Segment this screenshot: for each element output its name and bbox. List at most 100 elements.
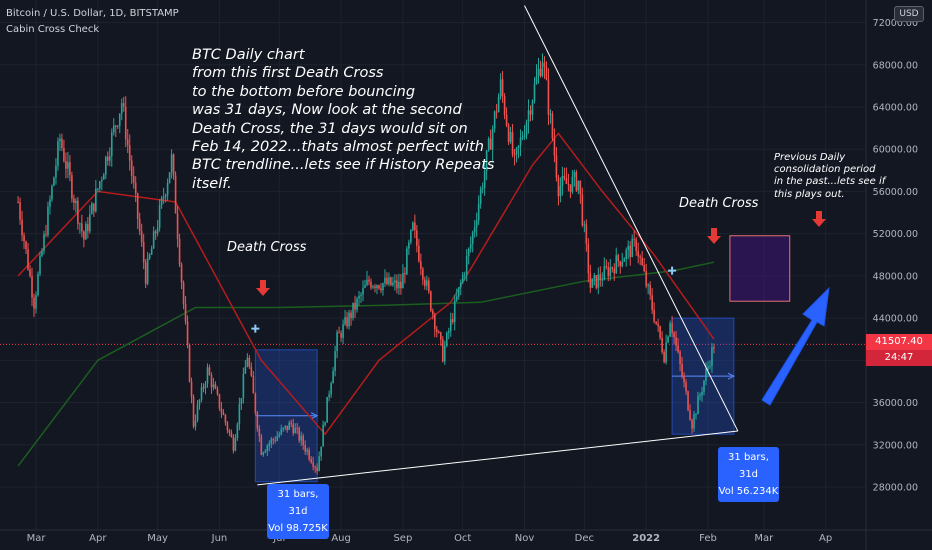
candle-body [118, 113, 121, 126]
candle-body [491, 128, 494, 150]
candle-body [597, 274, 600, 288]
price-axis: 28000.0032000.0036000.0040000.0044000.00… [865, 0, 918, 550]
candle-body [489, 138, 492, 150]
candle-body [308, 449, 310, 460]
candle-body [344, 317, 346, 325]
candle-body [549, 113, 552, 115]
candle-body [168, 172, 171, 183]
candle-body [579, 180, 582, 195]
candle-body [404, 273, 406, 275]
candle-body [443, 345, 446, 362]
main-annotation[interactable]: BTC Daily chart from this first Death Cr… [192, 47, 495, 192]
candle-body [49, 199, 51, 207]
candle-body [53, 177, 55, 186]
candle-body [166, 182, 169, 196]
candle-body [208, 367, 211, 376]
candle-body [435, 329, 438, 332]
candle-body [414, 222, 416, 231]
candle-body [527, 110, 530, 122]
candle-body [180, 264, 183, 283]
price-tick-label: 32000.00 [873, 440, 918, 451]
slow-ma-line [17, 261, 715, 467]
candle-body [687, 391, 689, 411]
price-tick-label: 64000.00 [873, 102, 918, 113]
candle-body [515, 148, 518, 155]
candle-body [322, 424, 324, 447]
candle-body [703, 380, 705, 392]
candle-body [633, 238, 635, 240]
candle-body [591, 278, 594, 288]
candle-body [513, 154, 516, 156]
candle-body [356, 298, 358, 310]
death-cross-label-1[interactable]: Death Cross [227, 240, 307, 255]
candle-body [91, 203, 93, 215]
candle-body [290, 422, 293, 424]
candle-body [310, 459, 312, 463]
candle-body [110, 132, 113, 157]
candle-body [471, 232, 474, 245]
candle-body [447, 331, 450, 333]
candle-body [184, 303, 187, 322]
candle-body [210, 375, 213, 388]
candle-body [190, 381, 193, 397]
range-1-label[interactable]: 31 bars, 31d Vol 98.725K [267, 484, 329, 539]
candle-body [198, 399, 201, 405]
candle-body [280, 429, 283, 435]
currency-button[interactable]: USD [894, 6, 924, 22]
candle-body [699, 395, 701, 397]
candle-body [93, 203, 95, 212]
range-2-label[interactable]: 31 bars, 31d Vol 56.234K [718, 447, 779, 502]
candle-body [112, 125, 115, 133]
candle-body [565, 178, 568, 184]
time-axis: MarAprMayJunJulAugSepOctNovDec2022FebMar… [0, 529, 932, 544]
candle-body [186, 321, 189, 345]
death-cross-marker-1 [251, 324, 260, 333]
time-tick-label: Jun [211, 533, 228, 544]
indicator-name[interactable]: Cabin Cross Check [6, 24, 100, 35]
candle-body [445, 332, 448, 346]
candle-body [559, 186, 562, 197]
candle-body [360, 294, 362, 296]
candle-body [302, 435, 304, 446]
price-tick-label: 28000.00 [873, 483, 918, 494]
candle-body [441, 339, 444, 362]
candle-body [689, 410, 691, 420]
symbol-title[interactable]: Bitcoin / U.S. Dollar, 1D, BITSTAMP [6, 8, 179, 19]
candle-body [160, 197, 163, 206]
candle-body [499, 79, 502, 97]
candle-body [372, 286, 374, 288]
candle-body [477, 203, 480, 221]
candle-body [71, 175, 73, 199]
candle-body [615, 255, 618, 274]
candle-body [587, 243, 590, 274]
candle-body [300, 435, 303, 441]
consolidation-note[interactable]: Previous Daily consolidation period in t… [774, 152, 886, 200]
candle-body [493, 111, 496, 129]
candle-body [43, 234, 45, 252]
candle-body [158, 205, 161, 228]
candle-body [202, 387, 205, 389]
candle-body [254, 393, 257, 413]
candle-body [507, 125, 510, 142]
death-cross-label-2[interactable]: Death Cross [679, 196, 759, 211]
candle-body [79, 223, 81, 225]
candle-body [465, 256, 468, 275]
candle-body [517, 145, 520, 149]
candle-body [214, 384, 217, 389]
candle-body [346, 317, 348, 327]
candle-body [326, 396, 328, 423]
candle-body [599, 274, 602, 280]
candle-body [134, 182, 137, 194]
candle-body [174, 175, 177, 214]
candle-body [47, 206, 49, 235]
candle-body [116, 125, 119, 127]
candle-body [172, 154, 175, 176]
candle-body [511, 132, 514, 155]
time-tick-label: Mar [754, 533, 774, 544]
trendline-1 [257, 430, 738, 486]
range-2-bars: 31 bars, 31d [728, 452, 769, 480]
candle-body [33, 297, 35, 309]
candle-body [641, 257, 643, 266]
candle-body [65, 161, 67, 169]
